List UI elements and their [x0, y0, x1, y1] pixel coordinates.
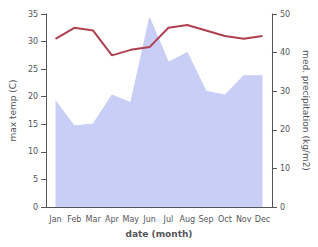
svg-text:5: 5 [33, 175, 38, 184]
svg-text:Jun: Jun [142, 215, 156, 224]
svg-text:Oct: Oct [218, 215, 232, 224]
svg-text:0: 0 [33, 203, 38, 212]
svg-text:Feb: Feb [67, 215, 81, 224]
svg-text:Sep: Sep [199, 215, 214, 224]
svg-text:Jan: Jan [48, 215, 61, 224]
svg-text:Jul: Jul [163, 215, 174, 224]
svg-text:20: 20 [280, 125, 290, 134]
svg-text:30: 30 [280, 87, 290, 96]
svg-text:20: 20 [28, 92, 38, 101]
svg-text:30: 30 [28, 37, 38, 46]
svg-text:Apr: Apr [105, 215, 120, 224]
svg-text:15: 15 [28, 120, 38, 129]
svg-text:max temp (C): max temp (C) [8, 79, 18, 141]
svg-text:May: May [122, 215, 139, 224]
svg-text:0: 0 [280, 203, 285, 212]
svg-text:med. precipitation (kg/m2): med. precipitation (kg/m2) [301, 50, 311, 171]
svg-text:35: 35 [28, 10, 38, 19]
svg-text:Nov: Nov [236, 215, 252, 224]
svg-text:10: 10 [28, 147, 38, 156]
svg-text:date (month): date (month) [126, 229, 193, 239]
svg-text:50: 50 [280, 10, 290, 19]
svg-text:Aug: Aug [179, 215, 195, 224]
svg-text:Mar: Mar [86, 215, 102, 224]
svg-text:25: 25 [28, 65, 38, 74]
svg-text:10: 10 [280, 164, 290, 173]
svg-text:40: 40 [280, 48, 290, 57]
svg-text:Dec: Dec [255, 215, 270, 224]
